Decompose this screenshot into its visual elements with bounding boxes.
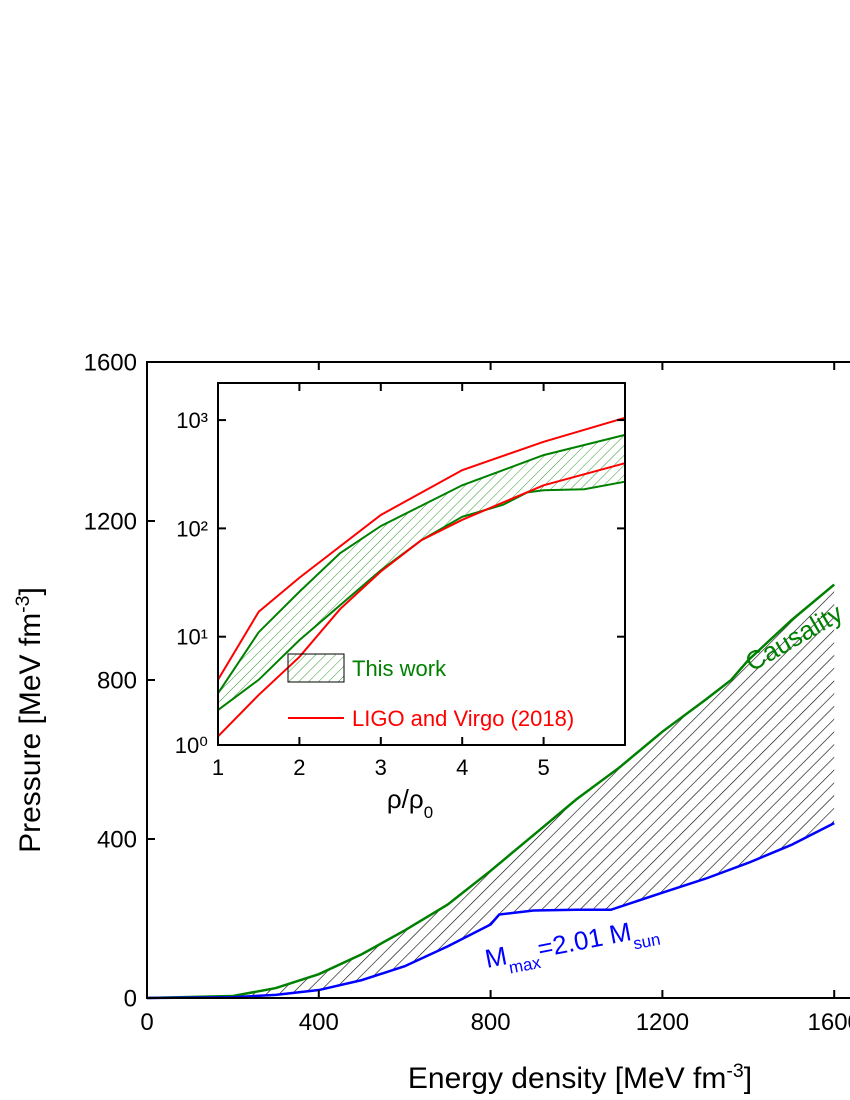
text-part: -3 xyxy=(12,595,34,612)
y-axis-label: Pressure [MeV fm-3] xyxy=(12,587,47,853)
text-part: ρ/ρ xyxy=(387,784,424,814)
upper-line xyxy=(217,433,626,694)
text-part: 0 xyxy=(424,803,433,822)
band-fill xyxy=(147,584,835,998)
upper-line xyxy=(146,583,836,1000)
text-part: =2.01 M xyxy=(535,916,634,964)
text-part: ] xyxy=(744,1062,752,1095)
x-tick-label: 4 xyxy=(456,755,468,780)
y-tick-label: 0 xyxy=(124,986,137,1013)
y-tick-label: 10⁰ xyxy=(175,733,208,758)
x-tick-label: 2 xyxy=(293,755,305,780)
text-part: -3 xyxy=(726,1060,743,1082)
text-part: max xyxy=(507,952,542,977)
text-part: sun xyxy=(631,929,661,953)
x-tick-label: 3 xyxy=(375,755,387,780)
x-tick-label: 400 xyxy=(299,1009,339,1036)
x-tick-label: 1200 xyxy=(636,1009,689,1036)
text-part: Pressure [MeV fm xyxy=(14,613,47,853)
legend-swatch xyxy=(287,653,345,683)
band-fill xyxy=(218,434,625,711)
text-part: Energy density [MeV fm xyxy=(408,1062,726,1095)
x-tick-label: 0 xyxy=(140,1009,153,1036)
text-part: M xyxy=(482,940,509,974)
plot-frame xyxy=(217,382,626,746)
x-tick-label: 1600 xyxy=(808,1009,850,1036)
text-part: ] xyxy=(14,587,47,595)
upper-line xyxy=(217,416,626,681)
lower-line xyxy=(146,821,835,1000)
y-tick-label: 1600 xyxy=(84,350,137,377)
y-tick-label: 400 xyxy=(97,827,137,854)
legend-label: LIGO and Virgo (2018) xyxy=(352,706,574,731)
x-tick-label: 1 xyxy=(212,755,224,780)
lower-line xyxy=(217,462,626,738)
y-tick-label: 1200 xyxy=(84,509,137,536)
y-tick-label: 800 xyxy=(97,668,137,695)
x-tick-label: 5 xyxy=(537,755,549,780)
legend-label: This work xyxy=(352,656,447,681)
y-tick-label: 10³ xyxy=(176,408,208,433)
x-axis-label: ρ/ρ0 xyxy=(387,784,433,822)
inset-bg xyxy=(218,383,625,745)
x-tick-label: 800 xyxy=(471,1009,511,1036)
annotation: Mmax=2.01 Msun xyxy=(482,911,661,981)
y-tick-label: 10² xyxy=(176,516,208,541)
y-tick-label: 10¹ xyxy=(176,625,208,650)
lower-line xyxy=(217,480,626,711)
x-axis-label: Energy density [MeV fm-3] xyxy=(408,1060,752,1095)
